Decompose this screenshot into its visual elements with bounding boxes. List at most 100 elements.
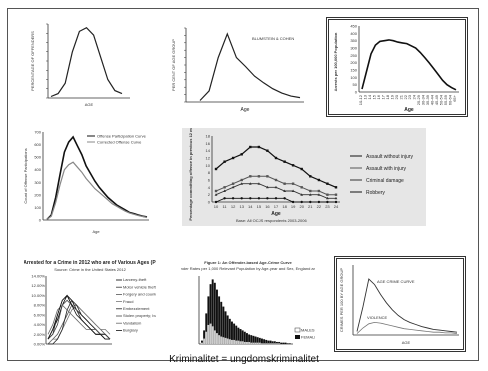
chart-panel-4: 0 100 200 300 400 500 600 700 Offense Participat…: [21, 126, 153, 236]
chart-3-x-tick-label: 15: [371, 94, 376, 99]
chart-4-y-tick-label: 300: [34, 180, 41, 185]
chart-5-point-3: [248, 182, 252, 185]
chart-7-bar-males: [209, 284, 212, 344]
chart-5-point-2: [291, 182, 295, 185]
chart-5-point-3: [231, 185, 235, 189]
chart-7-bar-females: [237, 340, 240, 344]
slide-frame: [7, 8, 479, 361]
chart-7-bar-males: [228, 318, 231, 344]
chart-panel-2: BLUMSTEIN & COHEN Age PER CENT OF AGE GROU…: [168, 22, 308, 114]
chart-5-x-tick-label: 10: [214, 204, 219, 209]
chart-5-x-tick-label: 19: [291, 204, 296, 209]
chart-7-bar-males: [246, 333, 248, 344]
chart-7-bar-females: [231, 339, 233, 344]
chart-7-bar-males: [241, 330, 244, 344]
chart-5-point-1: [291, 164, 295, 167]
chart-5-x-tick-label: 20: [299, 204, 304, 209]
chart-6-series-line-6: [47, 299, 111, 340]
chart-5-point-4: [274, 197, 278, 200]
chart-4-y-tick-label: 600: [34, 142, 41, 147]
chart-5-point-4: [231, 197, 235, 200]
chart-5-point-1: [214, 167, 218, 171]
chart-7-bar-females: [258, 342, 261, 344]
chart-5-point-2: [266, 175, 269, 178]
chart-7-bar-males: [248, 334, 251, 344]
chart-7-bar-males: [216, 289, 218, 344]
chart-3-x-tick-label: 30-34: [421, 94, 426, 105]
chart-7-bar-males: [203, 330, 206, 344]
chart-4-y-tick-label: 0: [39, 218, 42, 223]
chart-5-point-3: [214, 193, 218, 196]
chart-3-y-tick-label: 200: [350, 60, 357, 65]
chart-5-y-tick-label: 18: [206, 134, 211, 139]
chart-7-bar-males: [218, 296, 221, 344]
chart-5-point-1: [231, 156, 235, 160]
chart-3-x-tick-label: 40-44: [430, 94, 435, 105]
chart-panel-6: % of all those Arrested for a Crime in 2…: [24, 258, 156, 354]
chart-3-y-tick-label: 300: [350, 46, 357, 51]
chart-4-legend-label-2: Corrected Offense Curve: [97, 140, 142, 145]
chart-5-x-tick-label: 11: [222, 204, 227, 209]
chart-4-y-tick-label: 500: [34, 155, 41, 160]
chart-3-x-tick-label: 45-49: [434, 94, 439, 105]
chart-panel-8: AGE CRIME CURVE VIOLENCE AGE CRIMES PER 100…: [334, 256, 466, 352]
chart-5-point-3: [300, 193, 304, 196]
chart-4-legend-label-1: Offense Participation Curve: [97, 134, 147, 139]
chart-6-y-tick-label: 8.00%: [34, 303, 46, 308]
chart-7-bar-males: [235, 325, 238, 344]
chart-5-point-2: [214, 189, 218, 193]
chart-7-bar-males: [252, 335, 255, 344]
chart-7-bar-males: [211, 279, 214, 344]
chart-8-legend-label-1: AGE CRIME CURVE: [377, 279, 415, 284]
chart-3-y-tick-label: 250: [350, 53, 357, 58]
chart-7-bar-males: [226, 315, 229, 344]
chart-5-x-tick-label: 13: [239, 204, 244, 209]
chart-7-bar-females: [256, 342, 259, 344]
chart-7-bar-females: [228, 339, 231, 344]
chart-3-x-tick-label: 65+: [452, 94, 457, 101]
chart-6-svg: % of all those Arrested for a Crime in 2…: [24, 260, 156, 347]
chart-5-point-2: [257, 175, 261, 178]
chart-5-point-3: [317, 193, 321, 196]
chart-5-point-1: [283, 160, 286, 163]
chart-6-legend-label-7: Vandalism: [123, 320, 142, 325]
chart-6-subtitle: Source: Crime in the United States 2012: [54, 267, 126, 272]
chart-3-x-tick-label: 60-64: [448, 94, 453, 105]
chart-7-svg: Figure 1: An Offender-based Age-Crime Cu…: [181, 260, 315, 345]
chart-7-legend-label-2: FEMALES: [301, 335, 315, 340]
chart-7-bar-males: [213, 282, 216, 344]
chart-3-x-tick-label: 18: [385, 94, 390, 99]
chart-5-point-1: [274, 156, 278, 160]
chart-5-point-2: [240, 178, 243, 182]
chart-5-point-2: [309, 189, 312, 193]
chart-2-svg: BLUMSTEIN & COHEN Age PER CENT OF AGE GROU…: [171, 27, 304, 113]
chart-3-y-tick-label: 450: [350, 24, 357, 29]
chart-5-point-2: [249, 175, 252, 178]
chart-4-y-label: Count of Offense Participations: [23, 148, 28, 203]
chart-6-y-tick-label: 6.00%: [34, 312, 46, 317]
chart-7-bar-males: [224, 311, 227, 344]
chart-7-bar-males: [250, 335, 253, 344]
chart-5-point-2: [326, 193, 329, 196]
chart-7-bar-females: [218, 335, 221, 344]
chart-5-point-3: [274, 185, 278, 189]
chart-7-bar-males: [282, 342, 285, 344]
chart-4-svg: 0 100 200 300 400 500 600 700 Offense Participat…: [23, 130, 149, 234]
chart-5-x-tick-label: 18: [282, 204, 287, 209]
chart-5-point-3: [257, 182, 261, 185]
chart-6-y-tick-label: 4.00%: [34, 322, 46, 327]
chart-1-svg: AGE PERCENTAGE OF OFFENDERS: [30, 23, 130, 107]
chart-7-bar-females: [273, 343, 276, 344]
chart-3-x-tick-label: 23: [407, 94, 412, 99]
chart-7-bar-females: [248, 341, 251, 344]
chart-7-bar-males: [284, 342, 287, 344]
chart-5-point-1: [240, 153, 243, 156]
chart-6-legend-label-5: Embezzlement: [123, 306, 150, 311]
chart-5-point-4: [266, 197, 269, 200]
chart-5-point-4: [257, 197, 261, 200]
chart-6-y-tick-label: 10.00%: [31, 293, 45, 298]
chart-6-legend-label-4: Fraud: [123, 299, 133, 304]
chart-7-bar-males: [220, 301, 223, 344]
chart-3-x-tick-label: 16: [376, 94, 381, 99]
chart-4-x-label: Age: [92, 229, 100, 234]
